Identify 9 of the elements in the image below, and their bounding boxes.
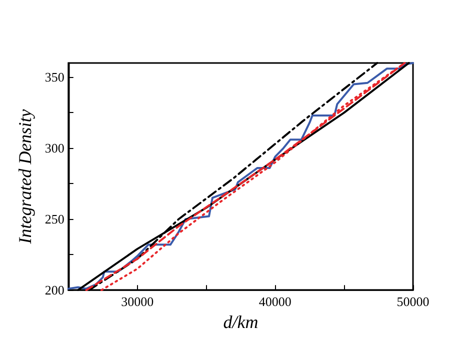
x-tick-label: 30000 <box>121 294 154 310</box>
y-tick-label: 200 <box>44 282 64 298</box>
y-tick-label: 350 <box>44 70 64 85</box>
y-tick-label: 300 <box>44 140 64 156</box>
x-tick-label: 40000 <box>258 294 292 310</box>
y-tick-label: 250 <box>44 212 64 227</box>
y-axis-title: Integrated Density <box>15 109 35 245</box>
x-tick-label: 50000 <box>396 294 430 310</box>
x-axis-title: d/km <box>223 312 258 332</box>
